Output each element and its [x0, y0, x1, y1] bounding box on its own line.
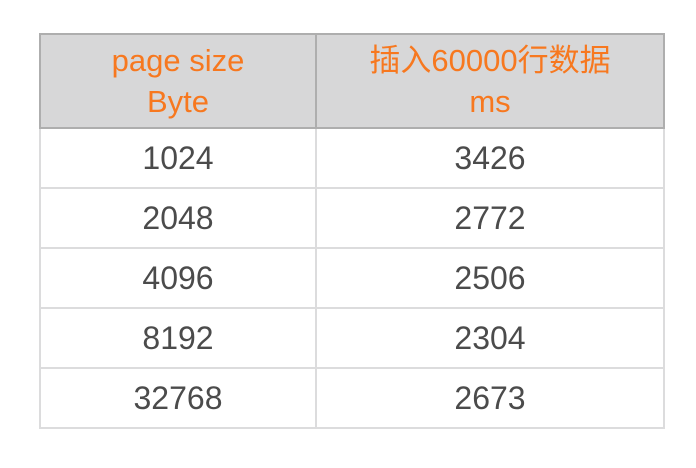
header-page-size-line2: Byte	[146, 84, 210, 119]
table-row: 1024 3426	[39, 127, 665, 189]
cell-insert-ms: 2506	[315, 247, 665, 309]
table-row: 8192 2304	[39, 307, 665, 369]
header-insert-time-line1: 插入60000行数据	[369, 43, 611, 78]
cell-insert-ms: 2673	[315, 367, 665, 429]
table-row: 32768 2673	[39, 367, 665, 429]
cell-page-size: 4096	[39, 247, 317, 309]
header-insert-time-line2: ms	[469, 84, 511, 119]
cell-insert-ms: 2304	[315, 307, 665, 369]
cell-insert-ms: 2772	[315, 187, 665, 249]
table-row: 4096 2506	[39, 247, 665, 309]
table-row: 2048 2772	[39, 187, 665, 249]
cell-page-size: 1024	[39, 127, 317, 189]
header-page-size-line1: page size	[111, 43, 245, 78]
table-body: 1024 3426 2048 2772 4096 2506 8192 2304 …	[39, 127, 665, 429]
page-size-benchmark-table: page size Byte 插入60000行数据 ms 1024 3426 2…	[39, 33, 665, 429]
table-header: page size Byte 插入60000行数据 ms	[39, 33, 665, 129]
header-cell-insert-time: 插入60000行数据 ms	[315, 33, 665, 129]
cell-page-size: 2048	[39, 187, 317, 249]
cell-page-size: 32768	[39, 367, 317, 429]
header-cell-page-size: page size Byte	[39, 33, 317, 129]
cell-page-size: 8192	[39, 307, 317, 369]
header-row: page size Byte 插入60000行数据 ms	[39, 33, 665, 129]
cell-insert-ms: 3426	[315, 127, 665, 189]
